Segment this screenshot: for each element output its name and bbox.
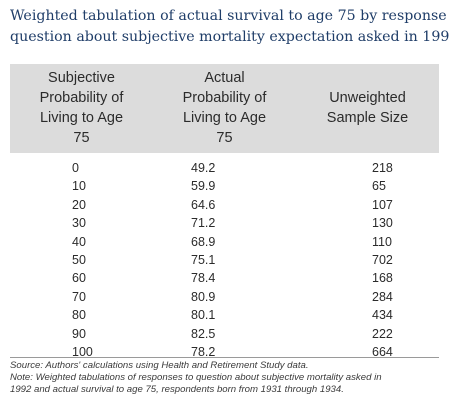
subjective-probability-cell: 70 [72,289,86,304]
actual-probability-cell: 75.1 [191,253,216,268]
actual-probability-cell: 59.9 [191,179,216,194]
table-row: 40 68.9 110 [10,233,439,251]
header-subjective-probability: Subjective Probability of Living to Age … [10,64,153,153]
header-actual-probability: Actual Probability of Living to Age 75 [153,64,296,153]
actual-probability-cell: 80.1 [191,308,216,323]
table-row: 70 80.9 284 [10,288,439,306]
actual-probability-cell: 49.2 [191,161,216,175]
actual-probability-cell: 64.6 [191,197,216,212]
table-row: 90 82.5 222 [10,325,439,343]
subjective-probability-cell: 50 [72,253,86,268]
actual-probability-cell: 82.5 [191,326,216,341]
table-row: 20 64.6 107 [10,196,439,214]
table-title-line-2: question about subjective mortality expe… [10,29,449,45]
sample-size-cell: 664 [372,345,393,360]
table-row: 100 78.2 664 [10,343,439,361]
header-text-line: 75 [216,130,233,146]
subjective-probability-cell: 80 [72,308,86,323]
actual-probability-cell: 71.2 [191,216,216,231]
table-row: 0 49.2 218 [10,153,439,177]
subjective-probability-cell: 40 [72,234,86,249]
actual-probability-cell: 78.4 [191,271,216,286]
sample-size-cell: 65 [372,179,386,194]
header-text-line: Subjective [48,70,115,86]
table-body: 0 49.2 218 10 59.9 65 20 64.6 107 30 71.2 130 40 68.9… [10,153,439,361]
sample-size-cell: 168 [372,271,393,286]
header-text-line: Sample Size [326,110,409,126]
sample-size-cell: 222 [372,326,393,341]
sample-size-cell: 702 [372,253,393,268]
table-row: 50 75.1 702 [10,251,439,269]
subjective-probability-cell: 0 [72,161,79,175]
data-table-container: Subjective Probability of Living to Age … [10,64,439,361]
table-header: Subjective Probability of Living to Age … [10,64,439,153]
sample-size-cell: 284 [372,289,393,304]
header-text-line: Probability of [182,90,267,106]
table-row: 10 59.9 65 [10,177,439,195]
header-text-line: Living to Age [39,110,124,126]
survival-table: Subjective Probability of Living to Age … [10,64,439,361]
sample-size-cell: 107 [372,197,393,212]
table-row: 30 71.2 130 [10,214,439,232]
table-title-line-1: Weighted tabulation of actual survival t… [10,8,449,24]
subjective-probability-cell: 60 [72,271,86,286]
header-text-line: Living to Age [182,110,267,126]
header-row: Subjective Probability of Living to Age … [10,64,439,153]
note-line-2: 1992 and actual survival to age 75, resp… [10,384,344,395]
header-sample-size: Unweighted Sample Size [296,64,439,153]
actual-probability-cell: 80.9 [191,289,216,304]
header-text-line: Unweighted [329,90,406,106]
actual-probability-cell: 78.2 [191,345,216,360]
table-row: 60 78.4 168 [10,269,439,287]
footnote-divider [10,357,439,358]
table-title: Weighted tabulation of actual survival t… [10,6,449,48]
sample-size-cell: 110 [372,234,392,249]
note-line-1: Note: Weighted tabulations of responses … [10,372,382,383]
subjective-probability-cell: 30 [72,216,86,231]
subjective-probability-cell: 10 [72,179,86,194]
sample-size-cell: 130 [372,216,393,231]
source-note: Source: Authors' calculations using Heal… [10,360,309,371]
header-text-line: Actual [204,70,245,86]
sample-size-cell: 434 [372,308,393,323]
subjective-probability-cell: 90 [72,326,86,341]
sample-size-cell: 218 [372,161,393,175]
header-text-line: 75 [73,130,90,146]
subjective-probability-cell: 100 [72,345,93,360]
subjective-probability-cell: 20 [72,197,86,212]
footnotes: Source: Authors' calculations using Heal… [10,360,446,396]
actual-probability-cell: 68.9 [191,234,216,249]
table-row: 80 80.1 434 [10,306,439,324]
header-text-line: Probability of [39,90,124,106]
